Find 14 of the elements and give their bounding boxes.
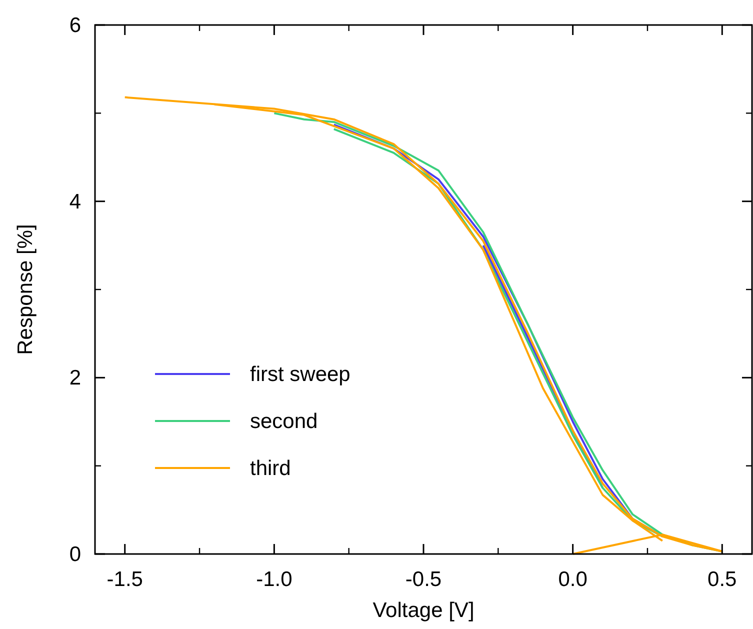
- x-tick-label: 0.0: [558, 568, 588, 591]
- y-tick-label: 4: [69, 190, 82, 214]
- x-tick-label: -0.5: [405, 568, 442, 591]
- x-axis-title: Voltage [V]: [372, 599, 474, 622]
- y-axis-title: Response [%]: [14, 224, 37, 355]
- x-tick-label: 0.5: [708, 568, 737, 591]
- legend-label: third: [250, 457, 291, 480]
- legend-label: second: [250, 410, 318, 433]
- y-tick-label: 2: [69, 366, 81, 390]
- y-tick-label: 6: [69, 14, 81, 37]
- x-tick-label: -1.5: [106, 568, 143, 591]
- legend-label: first sweep: [250, 363, 350, 386]
- y-tick-label: 0: [69, 543, 81, 566]
- x-tick-label: -1.0: [256, 568, 292, 591]
